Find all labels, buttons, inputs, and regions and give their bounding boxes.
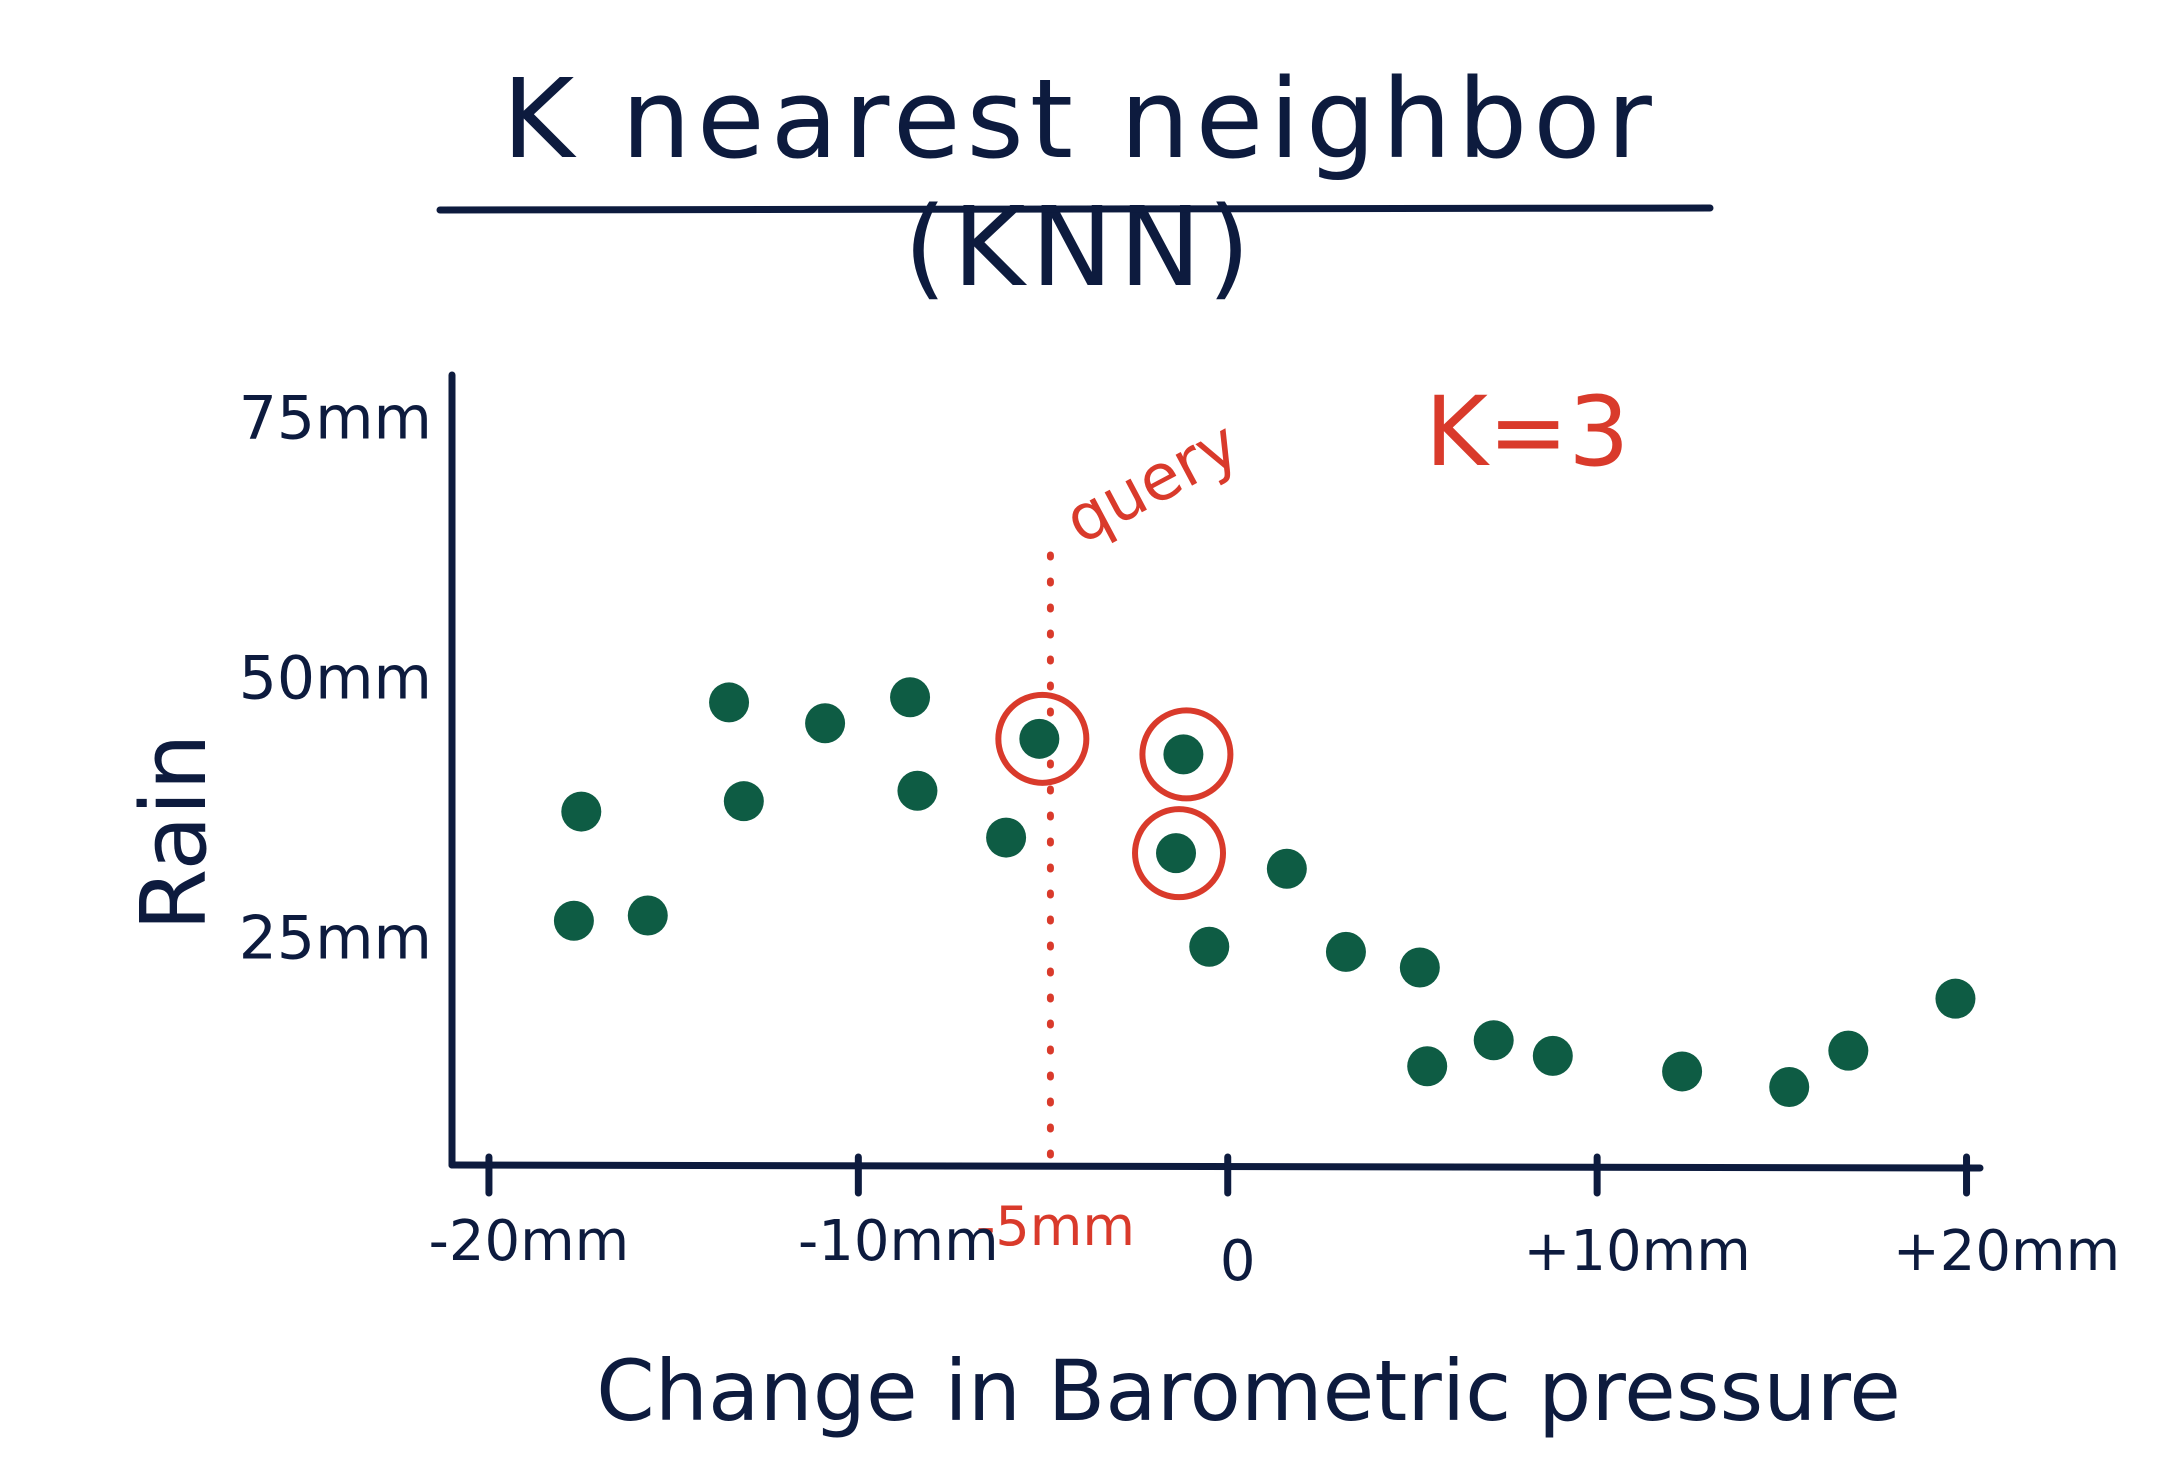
data-point	[1473, 1020, 1514, 1061]
data-point	[553, 900, 594, 941]
query-tick-label: -5mm	[976, 1195, 1135, 1258]
data-point	[1662, 1051, 1703, 1092]
data-point	[1407, 1046, 1448, 1087]
data-point	[723, 781, 764, 822]
data-point	[897, 770, 938, 811]
data-point	[986, 817, 1027, 858]
x-axis	[448, 1161, 1984, 1172]
data-point	[1163, 734, 1204, 775]
y-tick-label: 50mm	[239, 643, 432, 713]
y-tick-label: 75mm	[239, 384, 432, 454]
data-point	[1266, 848, 1307, 889]
data-point	[1828, 1030, 1869, 1071]
data-point	[709, 682, 750, 723]
x-tick-label: +20mm	[1893, 1219, 2120, 1284]
x-tick-label: +10mm	[1523, 1219, 1750, 1284]
data-point	[1156, 833, 1197, 874]
title-underline	[436, 204, 1714, 214]
y-axis-label: Rain	[122, 733, 227, 931]
data-point	[805, 703, 846, 744]
data-point	[561, 791, 602, 832]
axis-ticks	[485, 1153, 1971, 1197]
chart-title: K nearest neighbor (KNN)	[502, 55, 1658, 311]
query-label: query	[1053, 407, 1251, 559]
x-axis-label: Change in Barometric pressure	[596, 1342, 1901, 1440]
x-tick-label: 0	[1220, 1229, 1256, 1294]
data-point	[1769, 1067, 1810, 1108]
nearest-neighbor-circle	[1139, 707, 1234, 802]
query-layer: query -5mm K=3	[976, 376, 1630, 1258]
data-point	[1325, 931, 1366, 972]
data-point	[1399, 947, 1440, 988]
nearest-neighbor-circle	[1132, 806, 1227, 901]
x-tick-label: -20mm	[429, 1209, 630, 1274]
k-annotation: K=3	[1425, 376, 1629, 488]
x-tick-label: -10mm	[798, 1209, 999, 1274]
data-point	[1189, 926, 1230, 967]
data-point	[1019, 718, 1060, 759]
nearest-neighbor-circle	[995, 691, 1090, 786]
data-points	[553, 677, 1976, 1108]
data-point	[627, 895, 668, 936]
data-point	[1935, 978, 1976, 1019]
axis-labels: -20mm -10mm 0 +10mm +20mm 75mm 50mm 25mm Change …	[122, 384, 2120, 1440]
data-point	[1532, 1035, 1573, 1076]
data-point	[890, 677, 931, 718]
y-tick-label: 25mm	[239, 903, 432, 973]
